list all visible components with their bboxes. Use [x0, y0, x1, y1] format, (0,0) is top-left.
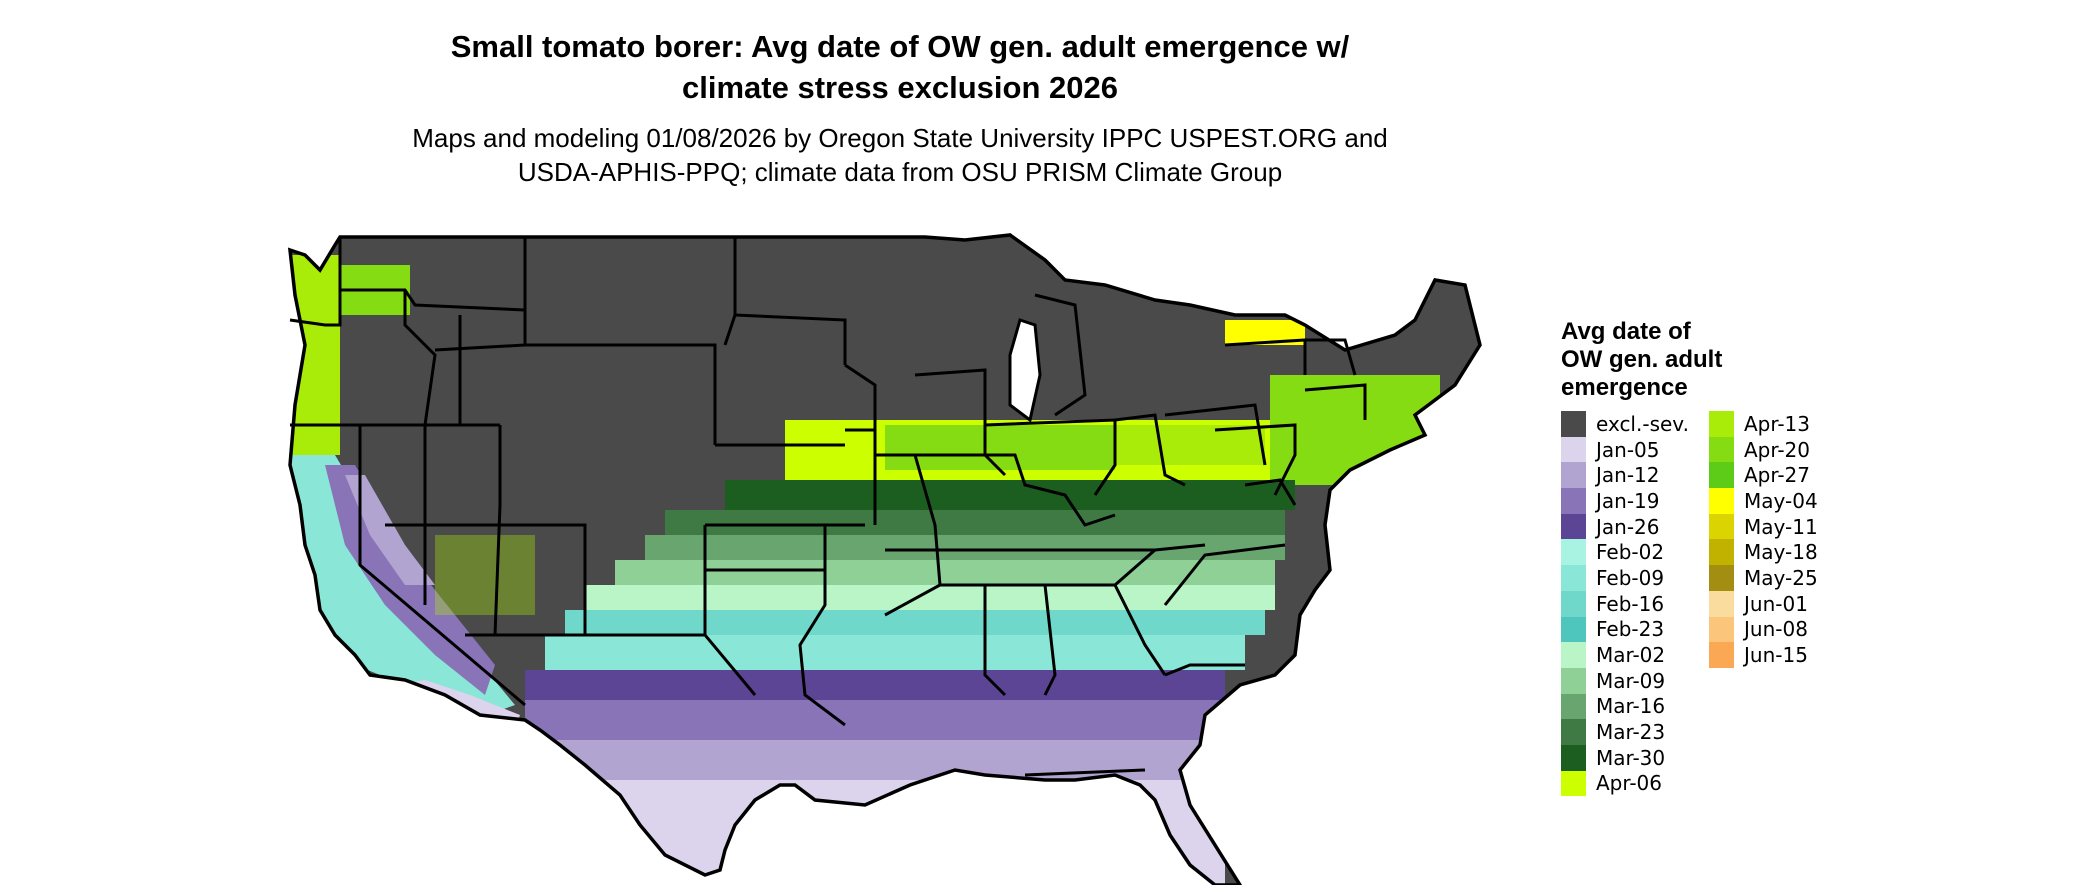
legend-column-2: Apr-13 Apr-20 Apr-27 May-04 May-11 May-18 May-…: [1709, 411, 1818, 668]
map-subtitle-line-1: Maps and modeling 01/08/2026 by Oregon S…: [412, 123, 1388, 153]
legend-label: Mar-09: [1596, 668, 1666, 693]
legend-swatch: [1561, 744, 1586, 771]
legend-item: Apr-20: [1709, 436, 1818, 463]
legend-label: excl.-sev.: [1596, 411, 1689, 436]
legend-title-line-2: OW gen. adult: [1561, 346, 1723, 373]
legend-item: Feb-02: [1561, 539, 1689, 566]
legend-label: Jan-26: [1596, 514, 1660, 539]
legend-item: excl.-sev.: [1561, 411, 1689, 437]
legend-label: Jan-19: [1596, 488, 1660, 513]
legend-swatch: [1561, 411, 1586, 437]
map-title-line-2: climate stress exclusion 2026: [682, 70, 1118, 105]
legend-swatch: [1561, 616, 1586, 643]
legend-item: Feb-09: [1561, 565, 1689, 591]
lake-michigan: [1008, 318, 1042, 423]
legend-item: Mar-16: [1561, 693, 1689, 720]
map-title: Small tomato borer: Avg date of OW gen. …: [300, 26, 1500, 108]
legend-item: Jun-01: [1709, 590, 1818, 617]
legend-swatch: [1709, 436, 1734, 463]
legend-swatch: [1709, 642, 1734, 668]
legend-item: Jan-12: [1561, 462, 1689, 489]
legend-item: Jan-05: [1561, 436, 1689, 463]
legend-swatch: [1561, 719, 1586, 745]
legend-item: Mar-09: [1561, 667, 1689, 694]
legend-swatch: [1709, 590, 1734, 617]
legend-label: May-04: [1744, 488, 1818, 513]
us-map: [288, 233, 1482, 885]
legend-swatch: [1709, 539, 1734, 566]
legend-item: Jan-19: [1561, 488, 1689, 514]
map-subtitle: Maps and modeling 01/08/2026 by Oregon S…: [300, 121, 1500, 189]
legend-label: Jun-15: [1744, 643, 1808, 668]
legend-label: Mar-23: [1596, 720, 1666, 745]
legend-label: Mar-02: [1596, 643, 1666, 668]
legend-title-line-1: Avg date of: [1561, 318, 1691, 345]
legend-title-line-3: emergence: [1561, 374, 1688, 401]
legend-swatch: [1561, 539, 1586, 566]
legend-swatch: [1561, 667, 1586, 694]
legend-item: Mar-30: [1561, 744, 1689, 771]
legend-swatch: [1561, 693, 1586, 720]
legend-swatch: [1709, 513, 1734, 540]
legend-swatch: [1709, 411, 1734, 437]
legend-swatch: [1709, 488, 1734, 514]
legend-label: Mar-30: [1596, 745, 1666, 770]
legend-label: Apr-27: [1744, 463, 1810, 488]
legend-swatch: [1709, 565, 1734, 591]
legend-swatch: [1561, 642, 1586, 668]
legend-label: May-11: [1744, 514, 1818, 539]
legend-label: Apr-13: [1744, 411, 1810, 436]
legend-item: May-18: [1709, 539, 1818, 566]
legend-label: Jan-05: [1596, 437, 1660, 462]
legend-item: Mar-02: [1561, 642, 1689, 668]
legend-item: Feb-16: [1561, 590, 1689, 617]
legend-swatch: [1561, 770, 1586, 797]
legend-label: May-18: [1744, 540, 1818, 565]
legend-label: Feb-09: [1596, 565, 1665, 590]
legend-column-1: excl.-sev. Jan-05 Jan-12 Jan-19 Jan-26 Feb-02…: [1561, 411, 1689, 797]
legend-item: May-11: [1709, 513, 1818, 540]
map-title-line-1: Small tomato borer: Avg date of OW gen. …: [450, 29, 1350, 64]
legend-item: May-25: [1709, 565, 1818, 591]
legend-item: Feb-23: [1561, 616, 1689, 643]
legend-label: May-25: [1744, 565, 1818, 590]
legend-label: Jun-08: [1744, 617, 1808, 642]
legend-item: Apr-13: [1709, 411, 1818, 437]
legend-swatch: [1561, 488, 1586, 514]
legend-label: Jan-12: [1596, 463, 1660, 488]
legend-label: Feb-23: [1596, 617, 1665, 642]
legend-label: Feb-16: [1596, 591, 1665, 616]
legend-swatch: [1561, 565, 1586, 591]
legend-swatch: [1561, 590, 1586, 617]
legend-item: Jun-08: [1709, 616, 1818, 643]
legend-item: Mar-23: [1561, 719, 1689, 745]
legend-label: Feb-02: [1596, 540, 1665, 565]
legend-swatch: [1561, 462, 1586, 489]
map-subtitle-line-2: USDA-APHIS-PPQ; climate data from OSU PR…: [517, 157, 1283, 187]
legend-label: Apr-20: [1744, 437, 1810, 462]
legend-title: Avg date of OW gen. adult emergence: [1561, 318, 1791, 402]
state-borders: [289, 237, 1367, 777]
legend-label: Mar-16: [1596, 694, 1666, 719]
legend-item: Apr-06: [1561, 770, 1689, 797]
legend-label: Jun-01: [1744, 591, 1808, 616]
legend-item: Jan-26: [1561, 513, 1689, 540]
legend-swatch: [1561, 513, 1586, 540]
legend-swatch: [1709, 616, 1734, 643]
legend-label: Apr-06: [1596, 771, 1662, 796]
legend-swatch: [1561, 436, 1586, 463]
legend-item: May-04: [1709, 488, 1818, 514]
legend-item: Apr-27: [1709, 462, 1818, 489]
legend-item: Jun-15: [1709, 642, 1818, 668]
legend-swatch: [1709, 462, 1734, 489]
